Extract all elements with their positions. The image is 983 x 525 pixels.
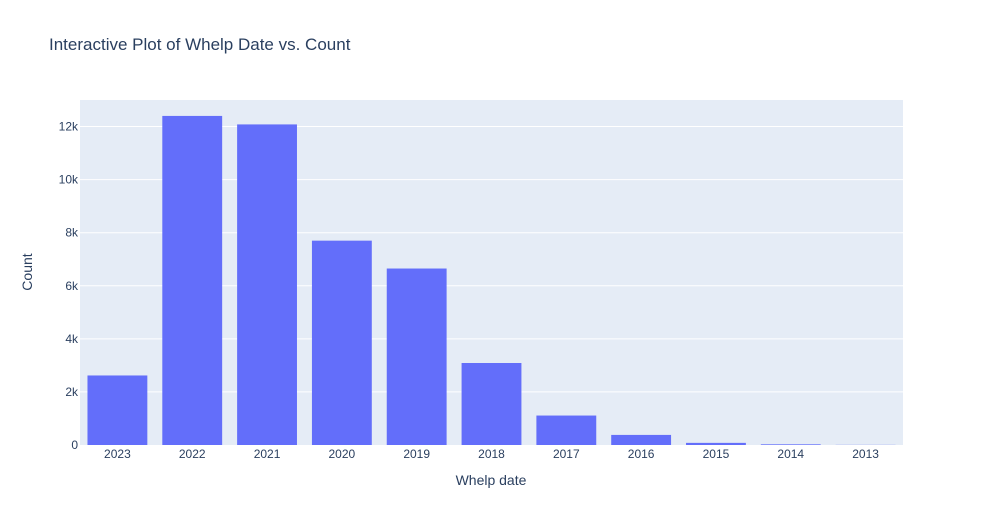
bar-2015[interactable] bbox=[686, 442, 746, 445]
x-tick-label: 2020 bbox=[329, 447, 356, 461]
bar-2016[interactable] bbox=[611, 434, 672, 445]
y-tick-label: 6k bbox=[65, 279, 79, 293]
y-tick-label: 8k bbox=[65, 226, 79, 240]
bar-2019[interactable] bbox=[386, 268, 447, 445]
x-tick-label: 2019 bbox=[403, 447, 430, 461]
x-tick-label: 2023 bbox=[104, 447, 131, 461]
bar-2014[interactable] bbox=[760, 444, 821, 445]
bar-2023[interactable] bbox=[87, 375, 148, 445]
y-axis-ticks: 0 2k 4k 6k 8k 10k 12k bbox=[59, 120, 79, 452]
x-tick-label: 2015 bbox=[703, 447, 730, 461]
bar-2020[interactable] bbox=[311, 240, 372, 445]
x-tick-label: 2013 bbox=[852, 447, 879, 461]
x-axis-title: Whelp date bbox=[456, 472, 527, 488]
y-tick-label: 10k bbox=[59, 173, 79, 187]
bar-2022[interactable] bbox=[162, 115, 223, 445]
x-axis-ticks: 2023 2022 2021 2020 2019 2018 2017 2016 2015 2014… bbox=[104, 447, 879, 461]
y-tick-label: 4k bbox=[65, 332, 79, 346]
x-tick-label: 2021 bbox=[254, 447, 281, 461]
y-axis-title: Count bbox=[19, 253, 35, 290]
x-tick-label: 2017 bbox=[553, 447, 580, 461]
chart-title: Interactive Plot of Whelp Date vs. Count bbox=[49, 35, 351, 54]
x-tick-label: 2014 bbox=[777, 447, 804, 461]
bar-2021[interactable] bbox=[237, 124, 297, 446]
bar-2017[interactable] bbox=[536, 415, 597, 445]
y-tick-label: 2k bbox=[65, 385, 79, 399]
x-tick-label: 2018 bbox=[478, 447, 505, 461]
bars bbox=[87, 115, 896, 446]
bar-2018[interactable] bbox=[461, 362, 522, 445]
y-tick-label: 0 bbox=[71, 438, 78, 452]
x-tick-label: 2016 bbox=[628, 447, 655, 461]
x-tick-label: 2022 bbox=[179, 447, 206, 461]
y-tick-label: 12k bbox=[59, 120, 79, 134]
